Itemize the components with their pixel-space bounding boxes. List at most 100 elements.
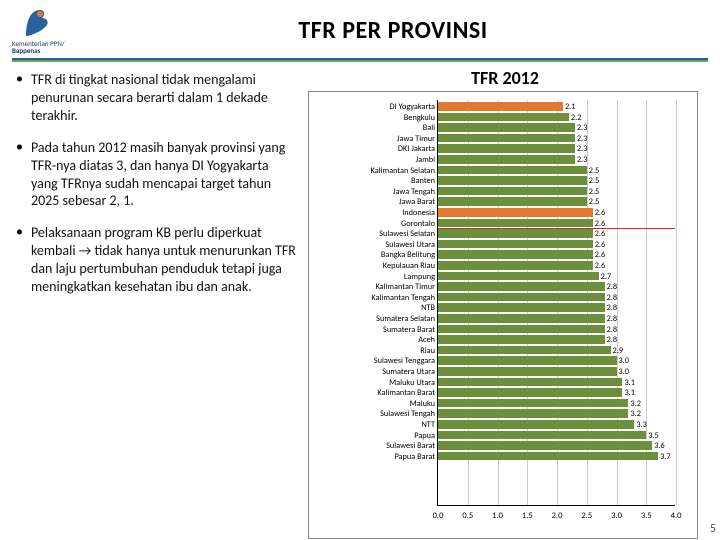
- bar: [438, 367, 617, 376]
- main-content: TFR di tingkat nasional tidak mengalami …: [12, 67, 708, 539]
- bar: [438, 335, 605, 344]
- bar: [438, 314, 605, 323]
- bar-label: Maluku Utara: [309, 378, 435, 389]
- bar-label: Kepulauan Riau: [309, 261, 435, 272]
- bullet-text: Pada tahun 2012 masih banyak provinsi ya…: [31, 139, 296, 211]
- title-divider: [12, 58, 708, 63]
- bar: [438, 123, 575, 132]
- bullet-item: TFR di tingkat nasional tidak mengalami …: [14, 71, 296, 125]
- bar-label: Jawa Tengah: [309, 187, 435, 198]
- x-tick-label: 4.0: [671, 511, 682, 521]
- bar: [438, 176, 587, 185]
- bar: [438, 272, 599, 281]
- bar-label: Sulawesi Utara: [309, 240, 435, 251]
- bullet-text: TFR di tingkat nasional tidak mengalami …: [31, 71, 296, 125]
- bar: [438, 144, 575, 153]
- bar-label: Jawa Timur: [309, 134, 435, 145]
- bar-label: Bengkulu: [309, 113, 435, 124]
- bar-label: Banten: [309, 176, 435, 187]
- logo-icon: [20, 8, 50, 38]
- x-tick-label: 3.0: [611, 511, 622, 521]
- bar: [438, 102, 563, 111]
- bar-label: Bangka Belitung: [309, 250, 435, 261]
- bar-label: Jambi: [309, 155, 435, 166]
- bar: [438, 113, 569, 122]
- bar: [438, 134, 575, 143]
- bar-label: Kalimantan Tengah: [309, 293, 435, 304]
- bar: [438, 293, 605, 302]
- bar: [438, 166, 587, 175]
- bullet-text: Pelaksanaan program KB perlu diperkuat k…: [31, 224, 296, 296]
- bar: [438, 420, 634, 429]
- x-tick-label: 0.0: [433, 511, 444, 521]
- bar: [438, 208, 593, 217]
- bar: [438, 452, 658, 461]
- bar: [438, 303, 605, 312]
- bar: [438, 409, 628, 418]
- bar: [438, 388, 622, 397]
- bullet-item: Pelaksanaan program KB perlu diperkuat k…: [14, 224, 296, 296]
- bar: [438, 187, 587, 196]
- chart-title: TFR 2012: [308, 67, 702, 89]
- bar-label: Sumatera Selatan: [309, 314, 435, 325]
- reference-line: [438, 228, 675, 229]
- bar-label: Maluku: [309, 399, 435, 410]
- page-title: TFR PER PROVINSI: [78, 16, 708, 45]
- logo-text: Kementerian PPN/ Bappenas: [12, 40, 65, 54]
- bar-label: Kalimantan Timur: [309, 282, 435, 293]
- bar: [438, 346, 611, 355]
- bar-label: Aceh: [309, 335, 435, 346]
- bar: [438, 431, 646, 440]
- bar-label: Gorontalo: [309, 219, 435, 230]
- x-tick-label: 3.5: [641, 511, 652, 521]
- bar: [438, 197, 587, 206]
- logo-line2: Bappenas: [12, 46, 40, 55]
- bar-label: Indonesia: [309, 208, 435, 219]
- chart-plot: 0.00.51.01.52.02.53.03.54.0: [437, 100, 675, 506]
- bar-label: Papua: [309, 431, 435, 442]
- bar-label: Sulawesi Tenggara: [309, 356, 435, 367]
- bar-label: NTB: [309, 303, 435, 314]
- page-number: 5: [710, 522, 716, 536]
- bar: [438, 240, 593, 249]
- bar: [438, 282, 605, 291]
- gridline: [676, 100, 677, 505]
- bar-label: Sulawesi Barat: [309, 441, 435, 452]
- chart-area: 0.00.51.01.52.02.53.03.54.0 DI Yogyakart…: [308, 91, 698, 539]
- text-column: TFR di tingkat nasional tidak mengalami …: [12, 67, 302, 539]
- bar: [438, 229, 593, 238]
- bar: [438, 250, 593, 259]
- bar-label: Papua Barat: [309, 452, 435, 463]
- bar-label: Bali: [309, 123, 435, 134]
- bar: [438, 155, 575, 164]
- bar-label: Kalimantan Barat: [309, 388, 435, 399]
- bar-label: Sumatera Utara: [309, 367, 435, 378]
- bar-label: Lampung: [309, 272, 435, 283]
- bar: [438, 356, 617, 365]
- org-logo: Kementerian PPN/ Bappenas: [12, 8, 68, 52]
- x-tick-label: 2.5: [581, 511, 592, 521]
- bar-label: Jawa Barat: [309, 197, 435, 208]
- bar: [438, 378, 622, 387]
- bar-label: Riau: [309, 346, 435, 357]
- x-tick-label: 1.0: [492, 511, 503, 521]
- bar-label: NTT: [309, 420, 435, 431]
- x-tick-label: 2.0: [552, 511, 563, 521]
- chart-column: TFR 2012 0.00.51.01.52.02.53.03.54.0 DI …: [308, 67, 702, 539]
- x-tick-label: 1.5: [522, 511, 533, 521]
- bar-label: Sulawesi Tengah: [309, 409, 435, 420]
- bar-label: DKI Jakarta: [309, 144, 435, 155]
- bullet-list: TFR di tingkat nasional tidak mengalami …: [14, 71, 296, 296]
- x-tick-label: 0.5: [462, 511, 473, 521]
- bar: [438, 399, 628, 408]
- header: Kementerian PPN/ Bappenas TFR PER PROVIN…: [12, 6, 708, 54]
- bar: [438, 219, 593, 228]
- bar-label: Sumatera Barat: [309, 325, 435, 336]
- bullet-item: Pada tahun 2012 masih banyak provinsi ya…: [14, 139, 296, 211]
- bar: [438, 261, 593, 270]
- bar: [438, 441, 652, 450]
- bar-label: Kalimantan Selatan: [309, 166, 435, 177]
- slide: Kementerian PPN/ Bappenas TFR PER PROVIN…: [0, 0, 720, 540]
- bar-label: Sulawesi Selatan: [309, 229, 435, 240]
- bar-label: DI Yogyakarta: [309, 102, 435, 113]
